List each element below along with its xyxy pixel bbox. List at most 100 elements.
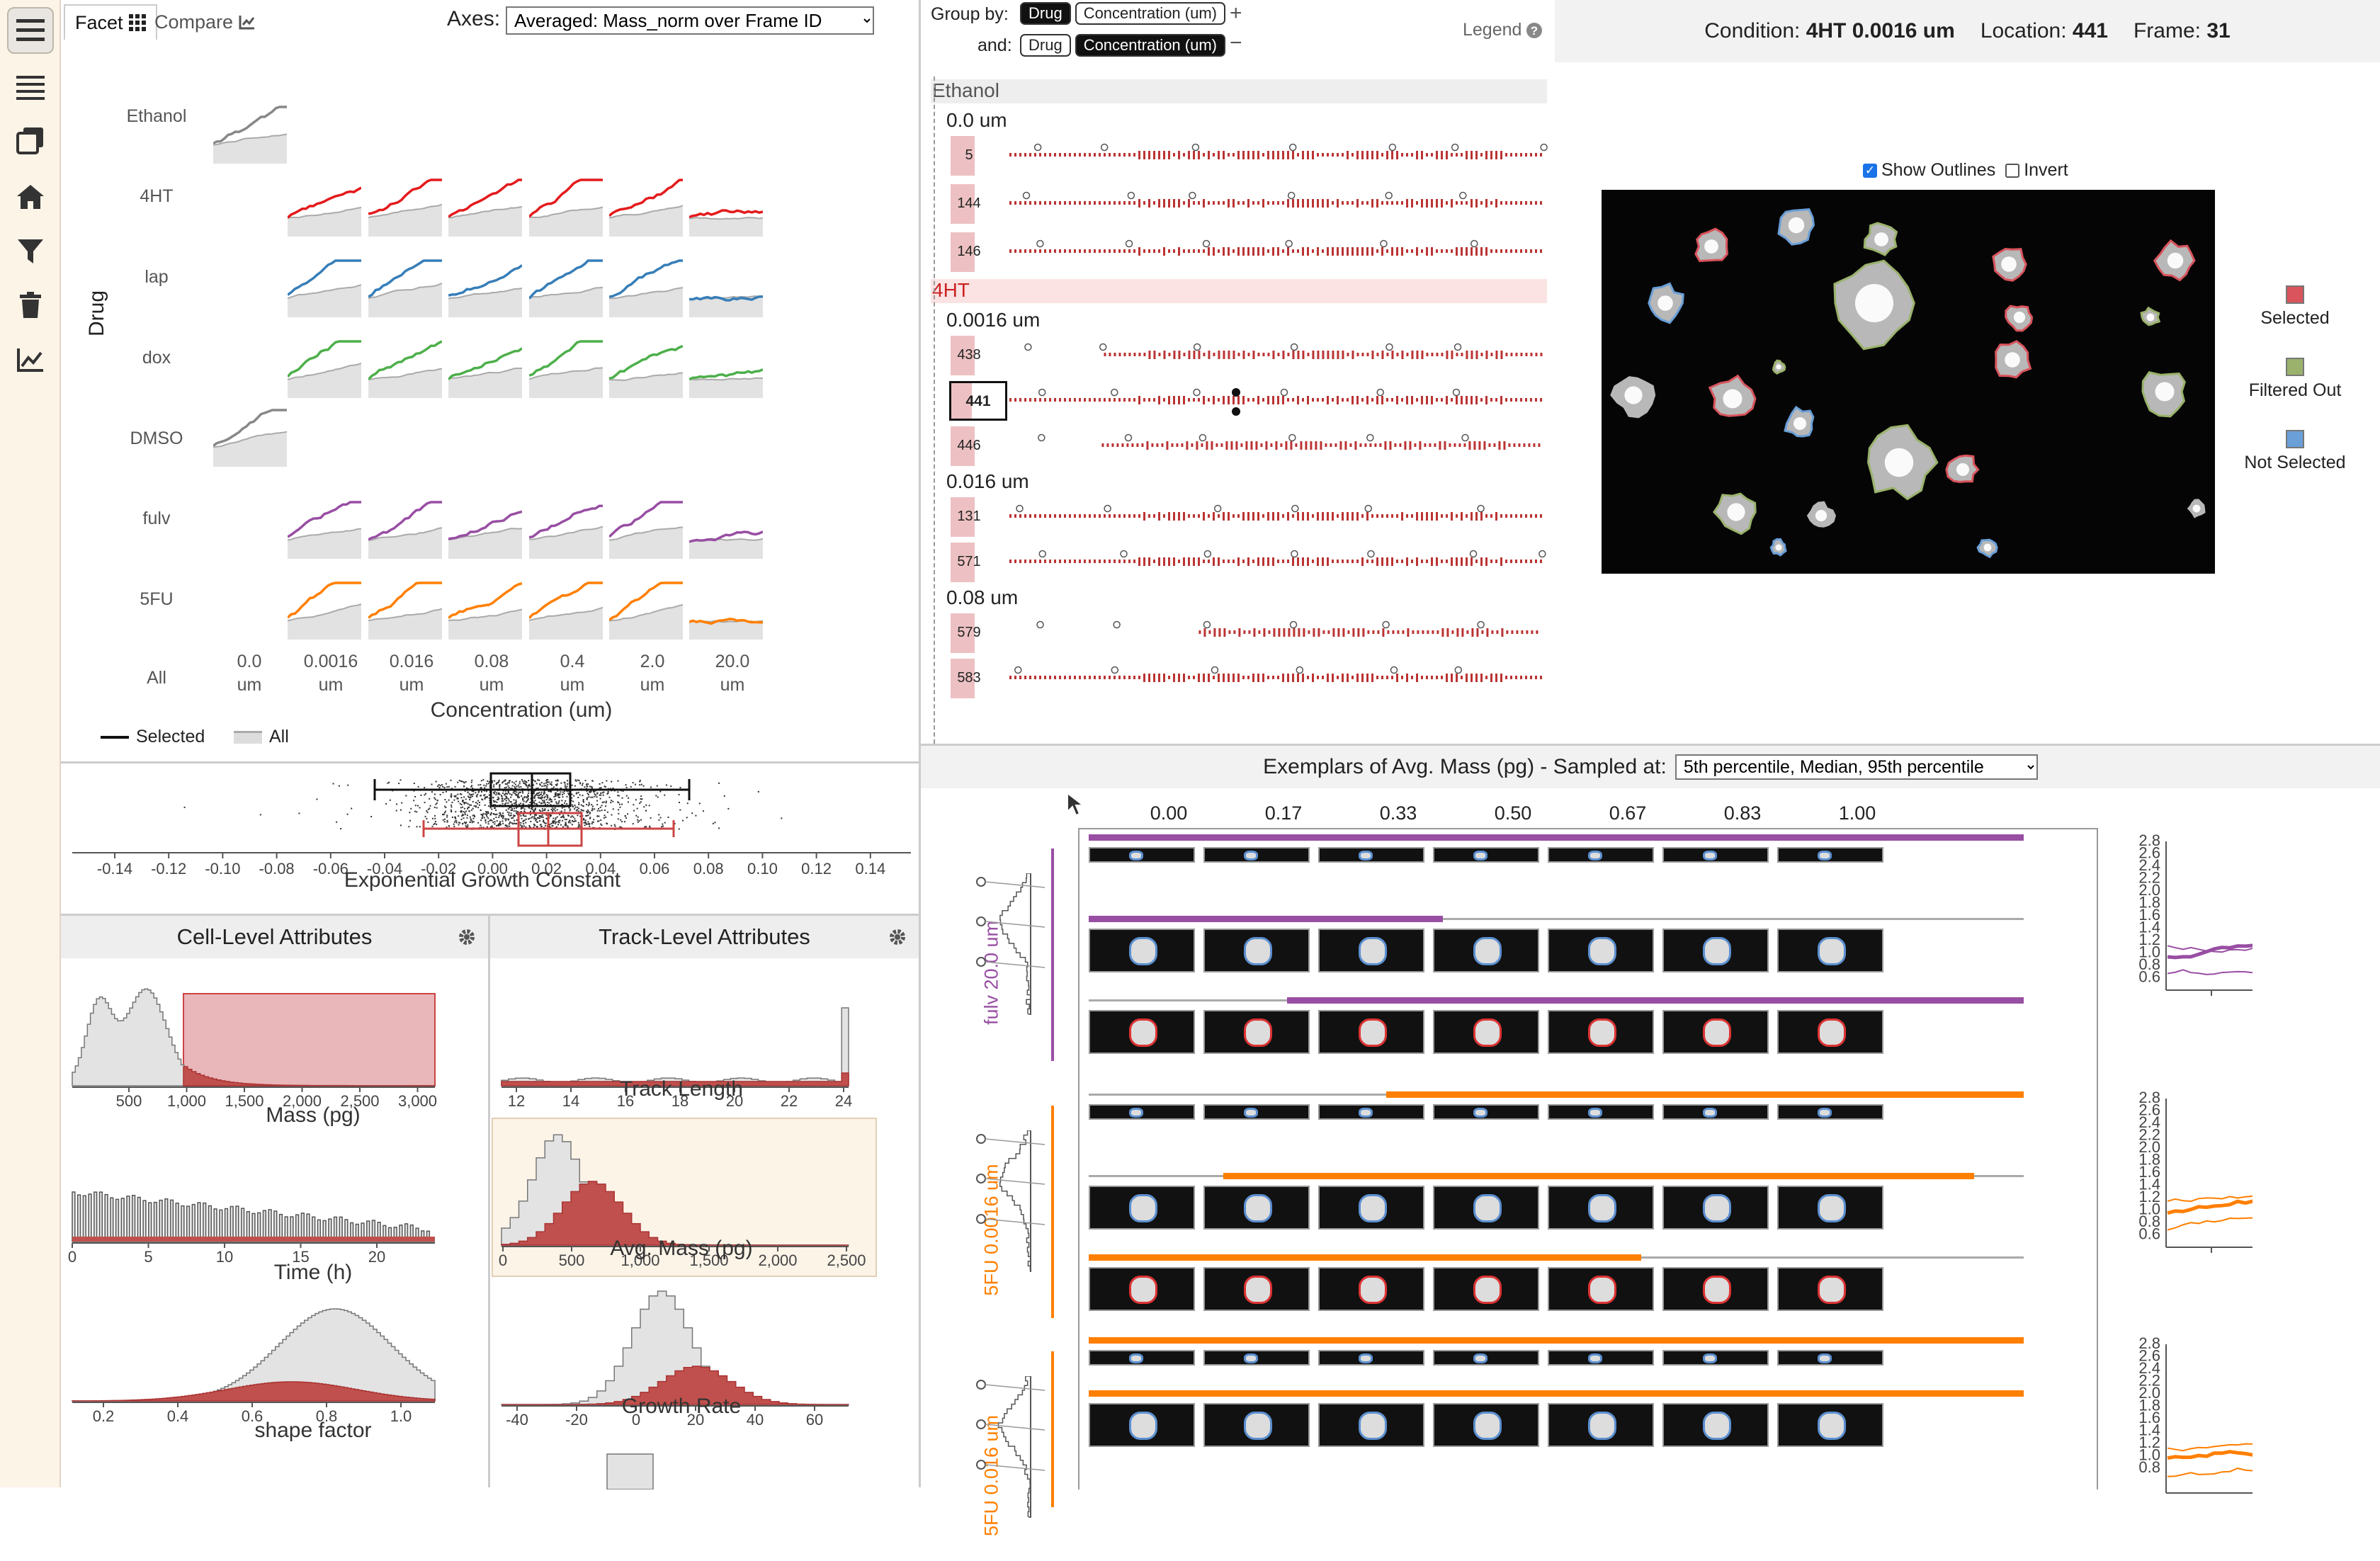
cell[interactable]	[1694, 227, 1728, 263]
microscopy-image[interactable]	[1602, 190, 2215, 574]
sparkline-chart[interactable]	[368, 498, 442, 559]
sparkline-chart[interactable]	[448, 498, 522, 559]
exemplar-thumbnail[interactable]	[1662, 847, 1769, 863]
cell[interactable]	[1610, 376, 1656, 419]
exemplar-thumbnail[interactable]	[1548, 1267, 1654, 1311]
track-timeline[interactable]	[1009, 334, 1548, 380]
pill-concentration[interactable]: Concentration (um)	[1075, 2, 1225, 25]
track-row[interactable]: 571	[949, 541, 1548, 586]
track-timeline[interactable]	[1009, 231, 1548, 276]
cell[interactable]	[2153, 239, 2196, 282]
exemplar-thumbnail[interactable]	[1433, 1403, 1539, 1447]
exemplar-thumbnail[interactable]	[1318, 847, 1424, 863]
exemplar-thumbnail[interactable]	[1662, 1267, 1769, 1311]
exemplar-thumbnail[interactable]	[1089, 1104, 1195, 1120]
exemplar-thumbnail[interactable]	[1203, 1186, 1310, 1230]
sparkline-chart[interactable]	[448, 579, 522, 640]
cell[interactable]	[1945, 454, 1980, 484]
track-group-header[interactable]: 4HT	[931, 279, 1547, 303]
pill-drug-2[interactable]: Drug	[1020, 34, 1071, 57]
sparkline-chart[interactable]	[448, 256, 522, 317]
track-timeline[interactable]	[1009, 135, 1548, 180]
sparkline-chart[interactable]	[213, 103, 287, 164]
exemplar-thumbnail[interactable]	[1548, 1186, 1654, 1230]
exemplar-thumbnail[interactable]	[1662, 929, 1769, 972]
exemplar-thumbnail[interactable]	[1433, 1350, 1539, 1366]
cell[interactable]	[1866, 424, 1939, 501]
track-timeline[interactable]	[1009, 657, 1548, 703]
sparkline-chart[interactable]	[448, 337, 522, 398]
legend-toggle[interactable]: Legend ?	[1463, 20, 1543, 40]
exemplar-thumbnail[interactable]	[1777, 1267, 1883, 1311]
sparkline-chart[interactable]	[288, 176, 361, 237]
sparkline-chart[interactable]	[368, 256, 442, 317]
exemplar-thumbnail[interactable]	[1318, 1104, 1424, 1120]
gear-icon[interactable]	[888, 928, 907, 946]
exemplar-thumbnail[interactable]	[1548, 1104, 1654, 1120]
exemplar-thumbnail[interactable]	[1777, 1104, 1883, 1120]
exemplar-thumbnail[interactable]	[1318, 1350, 1424, 1366]
exemplar-thumbnail[interactable]	[1548, 1010, 1654, 1054]
sparkline-chart[interactable]	[689, 579, 763, 640]
sparkline-chart[interactable]	[529, 256, 603, 317]
tab-facet[interactable]: Facet	[64, 4, 157, 40]
cell[interactable]	[1769, 538, 1787, 557]
exemplar-thumbnail[interactable]	[1433, 929, 1539, 972]
exemplar-thumbnail[interactable]	[1089, 1267, 1195, 1311]
exemplar-thumbnail[interactable]	[1548, 929, 1654, 972]
exemplar-thumbnail[interactable]	[1089, 1350, 1195, 1366]
sparkline-chart[interactable]	[529, 337, 603, 398]
track-group-header[interactable]: Ethanol	[931, 79, 1547, 103]
show-outlines-checkbox[interactable]: ✓	[1863, 163, 1877, 178]
sparkline-chart[interactable]	[609, 256, 683, 317]
exemplar-thumbnail[interactable]	[1318, 1403, 1424, 1447]
exemplar-thumbnail[interactable]	[1777, 1010, 1883, 1054]
track-row[interactable]: 131	[949, 496, 1548, 541]
exemplar-thumbnail[interactable]	[1203, 847, 1310, 863]
exemplar-thumbnail[interactable]	[1089, 1186, 1195, 1230]
cell[interactable]	[1712, 492, 1757, 535]
add-group-button[interactable]: +	[1230, 1, 1242, 25]
sparkline-chart[interactable]	[288, 579, 361, 640]
track-timeline[interactable]	[1009, 183, 1548, 228]
cell[interactable]	[2140, 306, 2161, 327]
exemplar-thumbnail[interactable]	[1089, 1403, 1195, 1447]
sparkline-chart[interactable]	[609, 498, 683, 559]
track-row[interactable]: 583	[949, 657, 1548, 703]
cell[interactable]	[2141, 371, 2186, 418]
cell[interactable]	[1992, 247, 2027, 282]
sparkline-chart[interactable]	[689, 498, 763, 559]
exemplar-thumbnail[interactable]	[1203, 929, 1310, 972]
invert-checkbox[interactable]	[2005, 163, 2020, 178]
sparkline-chart[interactable]	[288, 498, 361, 559]
exemplar-thumbnail[interactable]	[1662, 1403, 1769, 1447]
sparkline-chart[interactable]	[288, 337, 361, 398]
pill-concentration-2[interactable]: Concentration (um)	[1075, 34, 1225, 57]
track-row[interactable]: 5	[949, 135, 1548, 180]
remove-group-button[interactable]: −	[1230, 31, 1242, 55]
sparkline-chart[interactable]	[609, 579, 683, 640]
chart-icon[interactable]	[7, 336, 54, 383]
exemplar-thumbnail[interactable]	[1548, 847, 1654, 863]
exemplar-thumbnail[interactable]	[1777, 929, 1883, 972]
sparkline-chart[interactable]	[213, 406, 287, 467]
filter-icon[interactable]	[7, 228, 54, 275]
sparkline-chart[interactable]	[368, 176, 442, 237]
exemplar-thumbnail[interactable]	[1662, 1010, 1769, 1054]
sample-select[interactable]: 5th percentile, Median, 95th percentile	[1674, 754, 2038, 780]
cell[interactable]	[1806, 501, 1836, 528]
track-timeline[interactable]	[1009, 380, 1548, 425]
cell[interactable]	[1863, 222, 1898, 256]
track-row[interactable]: 146	[949, 231, 1548, 276]
exemplar-thumbnail[interactable]	[1203, 1350, 1310, 1366]
tab-compare[interactable]: Compare	[144, 4, 266, 40]
track-row[interactable]: 438	[949, 334, 1548, 380]
gear-icon[interactable]	[458, 928, 476, 946]
exemplar-thumbnail[interactable]	[1548, 1350, 1654, 1366]
sparkline-chart[interactable]	[529, 498, 603, 559]
exemplar-thumbnail[interactable]	[1662, 1186, 1769, 1230]
cell[interactable]	[2187, 499, 2206, 518]
cell[interactable]	[1772, 359, 1786, 375]
exemplar-thumbnail[interactable]	[1203, 1010, 1310, 1054]
home-icon[interactable]	[7, 174, 54, 220]
